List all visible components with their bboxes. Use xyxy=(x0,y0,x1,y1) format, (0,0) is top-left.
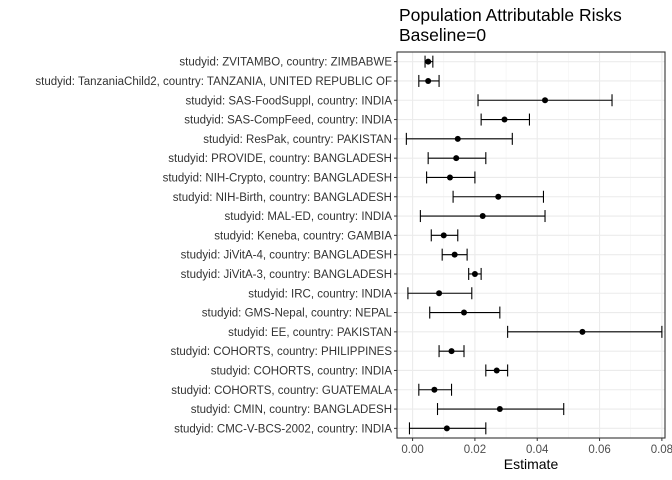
x-tick-label: 0.08 xyxy=(651,444,672,456)
estimate-point xyxy=(454,135,461,142)
error-bar xyxy=(507,325,663,338)
x-tick-label: 0.04 xyxy=(526,444,549,456)
error-bar xyxy=(408,422,487,435)
y-tick-label: studyid: ZVITAMBO, country: ZIMBABWE xyxy=(179,57,392,69)
y-tick-label: studyid: IRC, country: INDIA xyxy=(248,288,392,300)
y-tick-label: studyid: CMC-V-BCS-2002, country: INDIA xyxy=(174,423,392,435)
error-bar xyxy=(418,74,440,87)
error-bar xyxy=(429,306,501,319)
y-tick-label: studyid: GMS-Nepal, country: NEPAL xyxy=(202,308,393,320)
y-tick-label: studyid: SAS-FoodSuppl, country: INDIA xyxy=(186,95,393,107)
x-tick-label: 0.02 xyxy=(464,444,486,456)
estimate-point xyxy=(501,116,508,123)
estimate-point xyxy=(479,213,486,220)
error-bar xyxy=(426,171,476,184)
y-tick-label: studyid: NIH-Crypto, country: BANGLADESH xyxy=(163,172,392,184)
estimate-point xyxy=(425,58,432,65)
y-tick-label: studyid: Keneba, country: GAMBIA xyxy=(214,230,392,242)
y-tick-label: studyid: SAS-CompFeed, country: INDIA xyxy=(184,115,392,127)
x-axis: 0.00 0.02 0.04 0.06 0.08 xyxy=(401,438,672,456)
estimate-point xyxy=(493,367,500,374)
x-tick-label: 0.00 xyxy=(401,444,423,456)
error-bar xyxy=(427,152,487,165)
estimate-point xyxy=(436,290,443,297)
estimate-point xyxy=(461,309,467,316)
y-tick-label: studyid: NIH-Birth, country: BANGLADESH xyxy=(173,192,392,204)
error-bar xyxy=(418,383,453,396)
error-bar xyxy=(441,248,468,261)
error-bar xyxy=(438,345,465,358)
y-tick-label: studyid: MAL-ED, country: INDIA xyxy=(225,211,393,223)
y-tick-label: studyid: JiVitA-4, country: BANGLADESH xyxy=(181,250,392,262)
chart-subtitle: Baseline=0 xyxy=(399,25,486,45)
estimate-point xyxy=(448,348,455,355)
error-bars xyxy=(405,55,663,435)
error-bar xyxy=(407,287,473,300)
y-tick-label: studyid: EE, country: PAKISTAN xyxy=(228,327,392,339)
plot-border xyxy=(396,51,666,439)
error-bar xyxy=(436,403,565,416)
error-bar xyxy=(480,113,530,126)
x-tick-label: 0.06 xyxy=(588,444,610,456)
estimate-point xyxy=(542,97,549,104)
error-bar xyxy=(424,55,434,68)
estimate-point xyxy=(471,270,478,277)
x-axis-title: Estimate xyxy=(504,456,559,472)
estimate-point xyxy=(451,251,458,258)
estimate-point xyxy=(443,425,450,432)
y-tick-label: studyid: COHORTS, country: INDIA xyxy=(211,365,393,377)
estimate-point xyxy=(446,174,453,181)
error-bar xyxy=(468,267,482,280)
plot-panel xyxy=(397,52,665,438)
y-tick-label: studyid: CMIN, country: BANGLADESH xyxy=(191,404,392,416)
y-tick-label: studyid: PROVIDE, country: BANGLADESH xyxy=(168,153,392,165)
chart-title: Population Attributable Risks xyxy=(399,5,622,25)
error-bar xyxy=(405,132,513,145)
y-tick-label: studyid: TanzaniaChild2, country: TANZAN… xyxy=(35,76,392,88)
estimate-point xyxy=(496,406,503,413)
error-bar xyxy=(419,210,546,223)
grid-minor xyxy=(443,52,632,438)
estimate-point xyxy=(579,328,586,335)
estimate-point xyxy=(440,232,447,239)
estimate-point xyxy=(495,193,502,200)
y-tick-label: studyid: COHORTS, country: PHILIPPINES xyxy=(170,346,392,358)
error-bar xyxy=(477,94,613,107)
error-bar xyxy=(430,229,459,242)
error-bar xyxy=(452,190,545,203)
estimate-point xyxy=(431,386,438,393)
estimate-point xyxy=(453,155,460,162)
estimate-point xyxy=(425,77,432,84)
error-bar xyxy=(485,364,509,377)
y-tick-label: studyid: ResPak, country: PAKISTAN xyxy=(203,134,392,146)
y-axis: studyid: ZVITAMBO, country: ZIMBABWE stud… xyxy=(35,57,397,435)
y-tick-label: studyid: COHORTS, country: GUATEMALA xyxy=(171,385,392,397)
y-tick-label: studyid: JiVitA-3, country: BANGLADESH xyxy=(181,269,392,281)
